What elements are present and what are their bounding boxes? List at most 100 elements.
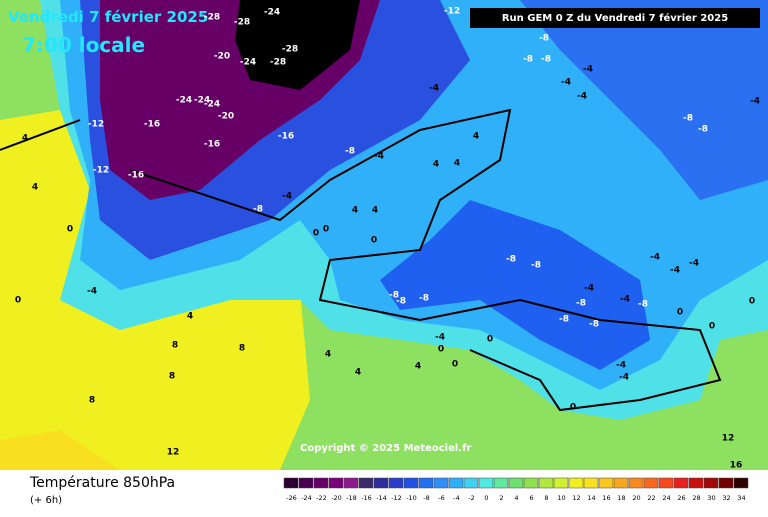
- legend-swatch: [673, 477, 689, 489]
- isotherm-label: -4: [620, 295, 630, 305]
- isotherm-label: 4: [372, 206, 378, 216]
- isotherm-label: 4: [187, 312, 193, 322]
- isotherm-label: 0: [570, 403, 576, 413]
- legend-swatch: [628, 477, 644, 489]
- legend-swatch: [328, 477, 344, 489]
- legend-swatch: [388, 477, 404, 489]
- isotherm-label: 0: [709, 322, 715, 332]
- isotherm-label: -24: [176, 96, 192, 106]
- isotherm-label: -8: [539, 34, 549, 44]
- isotherm-label: -24: [194, 96, 210, 106]
- legend-swatch: [433, 477, 449, 489]
- legend-tick-label: 30: [707, 494, 715, 502]
- legend-tick-label: 34: [737, 494, 745, 502]
- isotherm-label: -8: [698, 125, 708, 135]
- isotherm-label: -8: [638, 300, 648, 310]
- footer-title: Température 850hPa: [29, 475, 175, 491]
- legend-tick-label: -16: [361, 494, 372, 502]
- isotherm-label: 0: [438, 345, 444, 355]
- isotherm-label: -16: [144, 120, 160, 130]
- isotherm-label: -8: [589, 320, 599, 330]
- isotherm-label: -4: [429, 84, 439, 94]
- isotherm-label: -28: [282, 45, 298, 55]
- legend-tick-label: 2: [499, 494, 503, 502]
- isotherm-label: 4: [32, 183, 38, 193]
- legend-swatch: [598, 477, 614, 489]
- isotherm-label: -28: [270, 58, 286, 68]
- legend-tick-label: 4: [514, 494, 518, 502]
- isotherm-label: -4: [584, 284, 594, 294]
- coastline: [0, 108, 722, 412]
- isotherm-label: -12: [88, 120, 104, 130]
- isotherm-label: -16: [278, 132, 294, 142]
- isotherm-label: -4: [561, 78, 571, 88]
- isotherm-label: -24: [240, 58, 256, 68]
- isotherm-label: 0: [487, 335, 493, 345]
- legend-swatch: [658, 477, 674, 489]
- isotherm-label: -8: [531, 261, 541, 271]
- legend-swatch: [613, 477, 629, 489]
- isotherm-label: 8: [172, 341, 178, 351]
- isotherm-label: -4: [670, 266, 680, 276]
- legend-swatch: [568, 477, 584, 489]
- legend-tick-label: -6: [438, 494, 444, 502]
- isotherm-label: -4: [577, 92, 587, 102]
- run-box: [470, 8, 760, 28]
- isotherm-label: -20: [218, 112, 234, 122]
- legend-swatch: [463, 477, 479, 489]
- isotherm-label: 0: [749, 297, 755, 307]
- isotherm-label: -8: [541, 55, 551, 65]
- legend-tick-label: -22: [316, 494, 327, 502]
- legend-swatch: [448, 477, 464, 489]
- legend-swatch: [703, 477, 719, 489]
- legend-tick-label: 28: [692, 494, 700, 502]
- legend-swatch: [508, 477, 524, 489]
- isotherm-label: -12: [93, 166, 109, 176]
- legend-tick-label: 24: [662, 494, 670, 502]
- isotherm-label: 0: [67, 225, 73, 235]
- legend-swatch: [313, 477, 329, 489]
- isotherm-label: 0: [313, 229, 319, 239]
- footer-subtitle: (+ 6h): [30, 495, 62, 506]
- legend-tick-label: -20: [331, 494, 342, 502]
- legend-swatch: [298, 477, 314, 489]
- isotherm-label: 4: [433, 160, 439, 170]
- isotherm-label: -4: [583, 65, 593, 75]
- isotherm-label: -8: [253, 205, 263, 215]
- isotherm-label: 4: [325, 350, 331, 360]
- legend-swatch: [493, 477, 509, 489]
- legend-tick-label: -10: [406, 494, 417, 502]
- legend-tick-label: 16: [602, 494, 610, 502]
- legend-tick-label: 6: [529, 494, 533, 502]
- legend-swatch: [478, 477, 494, 489]
- legend-swatch: [583, 477, 599, 489]
- isotherm-label: 12: [167, 448, 180, 458]
- isotherm-label: -4: [619, 373, 629, 383]
- cold-zone: [380, 200, 650, 370]
- isotherm-label: -28: [204, 13, 220, 23]
- isotherm-label: -8: [345, 147, 355, 157]
- warm-zone: [0, 110, 310, 470]
- isotherm-label: -8: [523, 55, 533, 65]
- isotherm-label: 4: [355, 368, 361, 378]
- isotherm-label: 4: [352, 206, 358, 216]
- isotherm-label: -4: [87, 287, 97, 297]
- isotherm-label: 4: [22, 134, 28, 144]
- isotherm-label: -12: [444, 7, 460, 17]
- legend: -26 -24 -22 -20 -18 -16 -14 -12 -10 -8 -6 -4 -2 0 2 4 6 8…: [283, 477, 749, 502]
- legend-tick-label: 18: [617, 494, 625, 502]
- legend-tick-label: 32: [722, 494, 730, 502]
- legend-tick-label: -12: [391, 494, 402, 502]
- legend-tick-label: -24: [301, 494, 312, 502]
- isotherm-label: 4: [454, 159, 460, 169]
- legend-tick-label: 20: [632, 494, 640, 502]
- isotherm-label: 4: [473, 132, 479, 142]
- legend-tick-label: 26: [677, 494, 685, 502]
- legend-tick-label: -14: [376, 494, 387, 502]
- legend-swatch: [538, 477, 554, 489]
- isotherm-label: -4: [435, 333, 445, 343]
- isotherm-label: 0: [371, 236, 377, 246]
- isotherm-label: -8: [559, 315, 569, 325]
